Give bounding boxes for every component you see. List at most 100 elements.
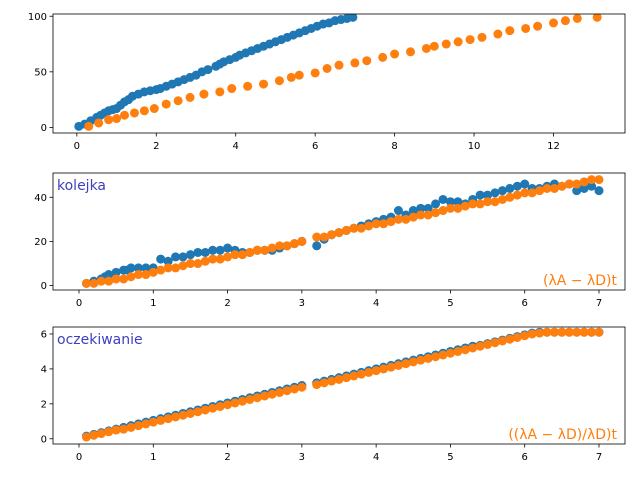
data-point-series-2 — [542, 327, 552, 337]
y-tick-label: 0 — [41, 281, 47, 292]
data-point-series-2 — [89, 278, 99, 288]
data-point-series-2 — [185, 92, 195, 102]
data-point-series-2 — [564, 179, 574, 189]
data-point-series-1 — [156, 254, 166, 264]
data-point-series-2 — [112, 114, 122, 124]
y-tick-label: 0 — [41, 123, 47, 134]
data-point-series-1 — [579, 183, 589, 193]
data-point-series-1 — [348, 14, 358, 22]
x-tick-label: 6 — [312, 141, 318, 152]
data-point-series-2 — [460, 345, 470, 355]
x-tick-label: 4 — [373, 452, 379, 463]
data-point-series-2 — [243, 81, 253, 91]
chart-panel-1: 0 2 4 6 8 10 12 0 50 100 — [28, 12, 626, 152]
data-point-series-2 — [171, 263, 181, 273]
data-point-series-2 — [406, 47, 415, 57]
data-point-series-2 — [126, 272, 136, 282]
data-point-series-2 — [259, 79, 269, 89]
data-point-series-1 — [133, 263, 143, 273]
x-tick-label: 0 — [76, 452, 82, 463]
y-tick-label: 20 — [34, 237, 47, 248]
data-point-series-2 — [423, 210, 433, 220]
data-point-series-2 — [156, 265, 166, 275]
data-point-series-2 — [289, 384, 299, 394]
series-group — [81, 327, 604, 442]
data-point-series-2 — [156, 415, 166, 425]
data-point-series-2 — [208, 254, 218, 264]
data-point-series-1 — [520, 179, 530, 189]
data-point-series-2 — [453, 203, 463, 213]
data-point-series-2 — [549, 327, 559, 337]
data-point-series-2 — [378, 52, 388, 62]
data-point-series-2 — [475, 199, 485, 209]
formula-label: ((λA − λD)/λD)t — [508, 427, 617, 443]
data-point-series-2 — [592, 14, 602, 22]
data-point-series-2 — [386, 362, 396, 372]
data-point-series-1 — [445, 197, 455, 207]
data-point-series-2 — [274, 76, 284, 86]
chart-panel-2: 0 1 2 3 4 5 6 7 0 20 40 kolejka (λA − λD)t — [34, 172, 626, 309]
x-tick-label: 7 — [596, 298, 602, 309]
data-point-series-1 — [438, 194, 448, 204]
data-point-series-2 — [356, 369, 366, 379]
data-point-series-1 — [223, 243, 233, 253]
data-point-series-2 — [416, 355, 426, 365]
data-point-series-2 — [84, 121, 94, 131]
x-tick-label: 4 — [373, 298, 379, 309]
data-point-series-1 — [126, 263, 136, 273]
data-point-series-2 — [453, 37, 463, 47]
data-point-series-2 — [349, 371, 359, 381]
data-point-series-2 — [527, 329, 537, 339]
data-point-series-2 — [148, 417, 158, 427]
data-point-series-1 — [203, 65, 213, 75]
data-point-series-2 — [408, 212, 418, 222]
formula-label: (λA − λD)t — [543, 273, 617, 289]
data-point-series-2 — [171, 412, 181, 422]
data-point-series-2 — [468, 343, 478, 353]
data-point-series-1 — [594, 186, 604, 196]
data-point-series-2 — [282, 241, 292, 251]
data-point-series-1 — [185, 250, 195, 260]
data-point-series-2 — [564, 327, 574, 337]
data-point-series-2 — [252, 393, 262, 403]
data-point-series-2 — [215, 87, 225, 97]
y-tick-label: 4 — [41, 365, 47, 376]
data-point-series-2 — [223, 252, 233, 262]
y-tick-label: 0 — [41, 434, 47, 445]
data-point-series-2 — [371, 366, 381, 376]
data-point-series-2 — [200, 405, 210, 415]
x-tick-label: 3 — [299, 452, 305, 463]
data-point-series-2 — [465, 35, 475, 45]
data-point-series-2 — [560, 16, 570, 26]
data-point-series-2 — [431, 352, 441, 362]
data-point-series-2 — [185, 259, 195, 269]
data-point-series-1 — [423, 203, 433, 213]
data-point-series-1 — [208, 245, 218, 255]
data-point-series-2 — [453, 346, 463, 356]
data-point-series-2 — [408, 357, 418, 367]
axes-frame — [52, 326, 626, 445]
data-point-series-1 — [200, 247, 210, 257]
data-point-series-1 — [453, 197, 463, 207]
x-tick-label: 0 — [74, 141, 80, 152]
data-point-series-1 — [104, 270, 114, 280]
data-point-series-2 — [542, 183, 552, 193]
data-point-series-2 — [133, 270, 143, 280]
x-tick-label: 3 — [299, 298, 305, 309]
x-tick-label: 6 — [522, 298, 528, 309]
x-tick-label: 2 — [224, 298, 230, 309]
data-point-series-1 — [163, 256, 173, 266]
x-tick-label: 2 — [224, 452, 230, 463]
data-point-series-2 — [208, 403, 218, 413]
data-point-series-1 — [431, 199, 441, 209]
data-point-series-2 — [393, 360, 403, 370]
data-point-series-2 — [549, 18, 558, 28]
data-point-series-2 — [512, 190, 522, 200]
data-point-series-2 — [393, 214, 403, 224]
data-point-series-2 — [178, 410, 188, 420]
data-point-series-2 — [535, 186, 545, 196]
data-point-series-2 — [477, 32, 487, 42]
data-point-series-1 — [312, 241, 322, 251]
data-point-series-2 — [96, 276, 106, 286]
